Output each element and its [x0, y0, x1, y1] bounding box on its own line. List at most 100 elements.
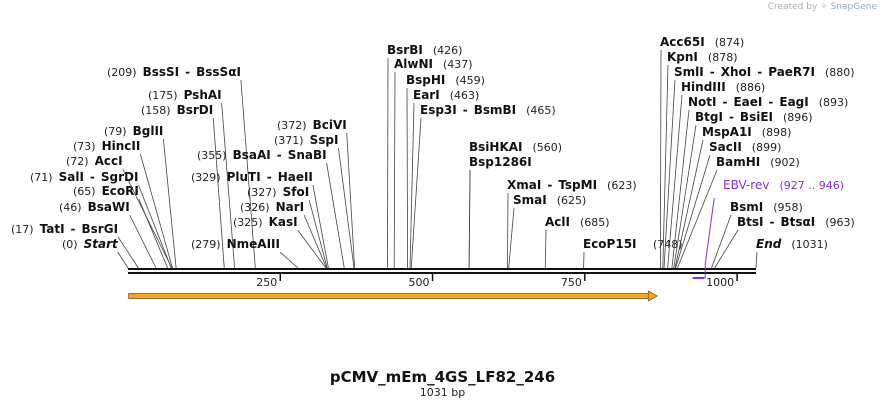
- site-position: (73): [73, 140, 96, 153]
- site-position: (874): [715, 36, 745, 49]
- primer-label[interactable]: EBV-rev (927 .. 946): [723, 178, 844, 192]
- site-position: (560): [533, 141, 563, 154]
- enzyme-name: SspI: [310, 133, 339, 147]
- site-position: (46): [59, 201, 82, 214]
- site-label-sspi[interactable]: (371) SspI: [274, 133, 338, 147]
- site-label-ecop15i[interactable]: EcoP15I: [583, 237, 637, 251]
- site-label-bsphi[interactable]: BspHI (459): [406, 73, 485, 87]
- site-label-ecori[interactable]: (65) EcoRI: [73, 184, 139, 198]
- site-position: (463): [450, 89, 480, 102]
- site-leader-line: [346, 132, 355, 269]
- site-leader-line: [303, 214, 327, 269]
- site-label-hindiii[interactable]: HindIII (886): [681, 80, 765, 94]
- enzyme-name: BtsαI: [780, 215, 815, 229]
- site-label-esp3i[interactable]: Esp3I - BsmBI (465): [420, 103, 556, 117]
- enzyme-name: NarI: [276, 200, 305, 214]
- site-label-nari[interactable]: (326) NarI: [240, 200, 304, 214]
- site-label-bsihkai[interactable]: BsiHKAI (560): [469, 140, 562, 154]
- site-label-acli[interactable]: AclI (685): [545, 215, 610, 229]
- site-leader-line: [468, 169, 471, 269]
- site-leader-line: [507, 192, 509, 269]
- site-label-mspa1i[interactable]: MspA1I (898): [702, 125, 791, 139]
- enzyme-name: BssSI: [143, 65, 180, 79]
- site-label-hincii[interactable]: (73) HincII: [73, 139, 140, 153]
- site-label-start[interactable]: (0) Start: [62, 237, 119, 251]
- site-position: (279): [191, 238, 221, 251]
- site-label-pluti[interactable]: (329) PluTI - HaeII: [191, 170, 313, 184]
- site-leader-line: [544, 229, 547, 269]
- site-label-noti[interactable]: NotI - EaeI - EagI (893): [688, 95, 848, 109]
- site-label-sali[interactable]: (71) SalI - SgrDI: [30, 170, 138, 184]
- site-label-bsssi[interactable]: (209) BssSI - BssSαI: [107, 65, 241, 79]
- enzyme-name: HindIII: [681, 80, 726, 94]
- site-position: (625): [557, 194, 587, 207]
- site-label-bamhi[interactable]: BamHI (902): [716, 155, 800, 169]
- site-label-btgi[interactable]: BtgI - BsiEI (896): [695, 110, 813, 124]
- site-leader-line: [714, 229, 739, 269]
- site-label-bsp1286i[interactable]: Bsp1286I: [469, 155, 532, 169]
- site-label-bsrbi[interactable]: BsrBI (426): [387, 43, 462, 57]
- site-position: (893): [819, 96, 849, 109]
- tick-label: 250: [256, 276, 277, 289]
- site-label-btsi[interactable]: BtsI - BtsαI (963): [737, 215, 855, 229]
- site-leader-line: [221, 102, 235, 269]
- site-label-end[interactable]: End (1031): [756, 237, 828, 251]
- site-label-kasi[interactable]: (325) KasI: [233, 215, 298, 229]
- site-label-nmeaiii[interactable]: (279) NmeAIII: [191, 237, 280, 251]
- enzyme-name: NotI: [688, 95, 717, 109]
- enzyme-name: TspMI: [558, 178, 597, 192]
- site-position: (426): [433, 44, 463, 57]
- site-label-pshai[interactable]: (175) PshAI: [148, 88, 222, 102]
- enzyme-name: SgrDI: [101, 170, 139, 184]
- site-position: (72): [66, 155, 89, 168]
- enzyme-name: PaeR7I: [768, 65, 815, 79]
- enzyme-name: SacII: [709, 140, 742, 154]
- site-label-smai[interactable]: SmaI (625): [513, 193, 586, 207]
- site-label-acc65i[interactable]: Acc65I (874): [660, 35, 744, 49]
- site-label-bsaai[interactable]: (355) BsaAI - SnaBI: [197, 148, 327, 162]
- site-label-bsmi[interactable]: BsmI (958): [730, 200, 803, 214]
- site-position: (17): [11, 223, 34, 236]
- site-position: (372): [277, 119, 307, 132]
- site-position: (886): [736, 81, 766, 94]
- site-label-alwni[interactable]: AlwNI (437): [394, 57, 473, 71]
- enzyme-name: KasI: [269, 215, 298, 229]
- site-position: (79): [104, 125, 127, 138]
- feature-arrow-body: [128, 293, 650, 299]
- site-label-bglii[interactable]: (79) BglII: [104, 124, 163, 138]
- site-position: (0): [62, 238, 78, 251]
- site-label-tati[interactable]: (17) TatI - BsrGI: [11, 222, 118, 236]
- feature-arrow-head: [647, 290, 659, 302]
- site-position: (902): [770, 156, 800, 169]
- primer-name: EBV-rev: [723, 178, 769, 192]
- site-label-sfoi[interactable]: (327) SfoI: [247, 185, 309, 199]
- enzyme-name: HaeII: [278, 170, 313, 184]
- enzyme-name: PshAI: [184, 88, 222, 102]
- site-leader-line: [139, 153, 173, 269]
- enzyme-name: HincII: [102, 139, 141, 153]
- site-label-xmai[interactable]: XmaI - TspMI (623): [507, 178, 637, 192]
- site-position: (158): [141, 104, 171, 117]
- site-position: (623): [607, 179, 637, 192]
- site-leader-line: [663, 79, 676, 269]
- enzyme-name: BsrGI: [82, 222, 119, 236]
- site-leader-line: [162, 138, 177, 269]
- site-label-acci[interactable]: (72) AccI: [66, 154, 123, 168]
- name-separator: -: [463, 103, 468, 117]
- site-label-kpni[interactable]: KpnI (878): [667, 50, 738, 64]
- enzyme-name: NmeAIII: [227, 237, 280, 251]
- snapgene-logo-icon: ✧: [820, 2, 828, 12]
- site-leader-line: [387, 57, 389, 269]
- site-label-bsrdi[interactable]: (158) BsrDI: [141, 103, 213, 117]
- site-leader-line: [667, 94, 683, 269]
- enzyme-name: BsaAI: [233, 148, 271, 162]
- site-label-sacii[interactable]: SacII (899): [709, 140, 781, 154]
- site-position: (175): [148, 89, 178, 102]
- site-label-bcivi[interactable]: (372) BciVI: [277, 118, 347, 132]
- site-label-smli[interactable]: SmlI - XhoI - PaeR7I (880): [674, 65, 855, 79]
- site-leader-line: [508, 207, 515, 269]
- site-leader-line: [138, 198, 168, 269]
- site-label-bsawi[interactable]: (46) BsaWI: [59, 200, 130, 214]
- enzyme-name: BsmI: [730, 200, 763, 214]
- site-label-eari[interactable]: EarI (463): [413, 88, 479, 102]
